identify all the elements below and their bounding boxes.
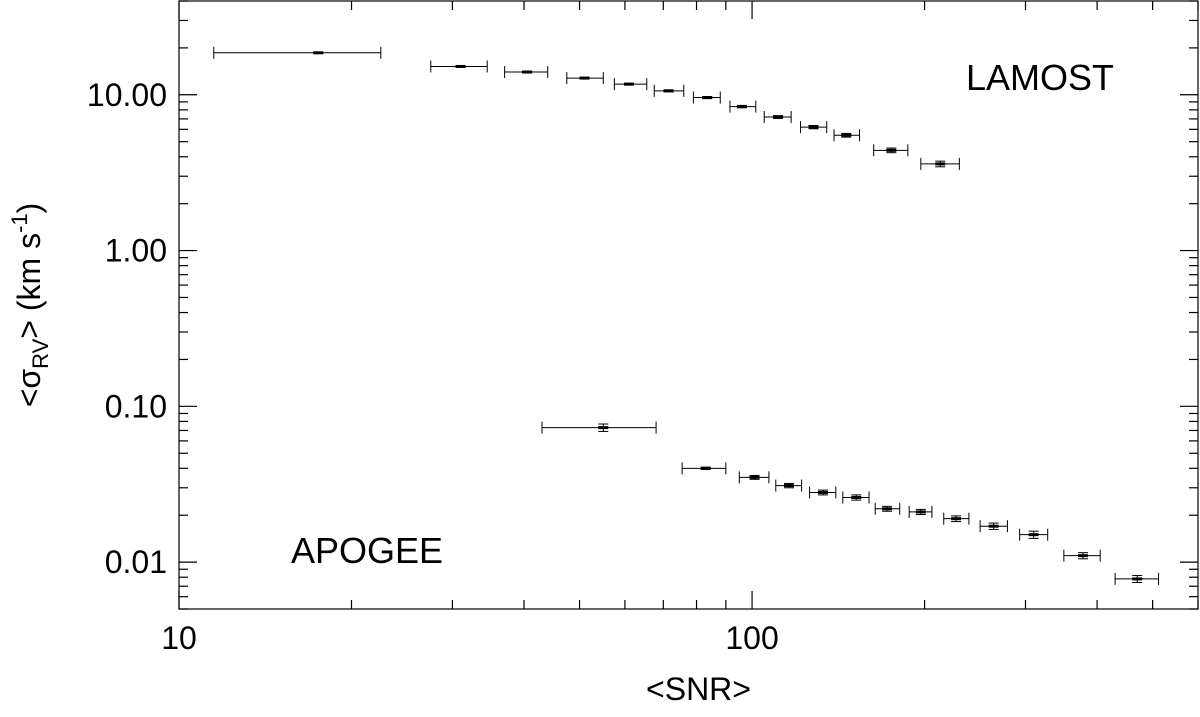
- data-point: [653, 84, 685, 97]
- plot-frame: [178, 0, 1199, 610]
- y-axis-title-suffix: ): [11, 203, 47, 214]
- data-point: [873, 144, 909, 157]
- x-axis-title: <SNR>: [646, 671, 751, 707]
- y-tick-label: 1.00: [105, 233, 167, 269]
- data-point: [842, 491, 870, 504]
- data-point: [1114, 572, 1160, 585]
- data-point: [1063, 549, 1101, 562]
- data-point: [943, 512, 970, 525]
- x-tick-label: 100: [725, 620, 778, 656]
- data-point: [541, 421, 657, 434]
- data-point: [692, 91, 721, 104]
- annotation-apogee: APOGEE: [291, 530, 443, 571]
- series-lamost: [213, 46, 960, 170]
- y-axis-title-superscript: -1: [7, 213, 32, 233]
- data-point: [613, 78, 648, 91]
- annotation-lamost: LAMOST: [966, 57, 1114, 98]
- data-point: [504, 66, 549, 79]
- data-point: [681, 462, 727, 475]
- data-point: [775, 479, 803, 492]
- data-point: [979, 520, 1008, 533]
- y-axis-title-middle: > (km s: [11, 233, 47, 339]
- data-point: [738, 471, 770, 484]
- y-tick-label: 0.10: [105, 388, 167, 424]
- data-point: [800, 121, 828, 134]
- data-point: [729, 100, 757, 113]
- y-axis-title-prefix: <σ: [11, 369, 47, 408]
- data-point: [809, 486, 837, 499]
- data-point: [908, 505, 933, 518]
- y-tick-label: 10.00: [87, 77, 167, 113]
- data-point: [833, 129, 861, 142]
- series-apogee: [541, 421, 1160, 585]
- data-point: [213, 46, 382, 59]
- axis-tick-labels: 10 100 0.01 0.10 1.00 10.00: [87, 77, 779, 656]
- y-axis-title: <σRV> (km s-1): [7, 203, 53, 408]
- y-axis-title-subscript: RV: [28, 338, 53, 368]
- annotation-layer: LAMOST APOGEE: [291, 57, 1114, 571]
- series-layer: [213, 46, 1160, 585]
- data-point: [430, 60, 488, 73]
- data-point: [874, 502, 901, 515]
- data-point: [566, 72, 604, 85]
- x-tick-label: 10: [161, 620, 197, 656]
- data-point: [1019, 528, 1049, 541]
- axis-ticks: [178, 0, 1199, 610]
- data-point: [763, 111, 792, 124]
- y-tick-label: 0.01: [105, 544, 167, 580]
- data-point: [920, 157, 960, 170]
